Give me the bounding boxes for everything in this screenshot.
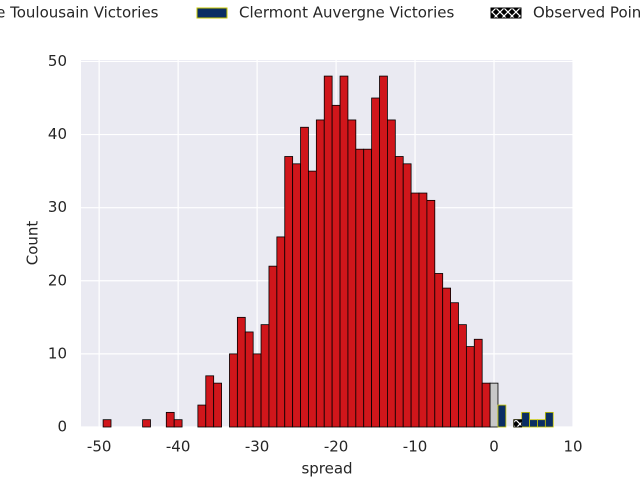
legend-label: Stade Toulousain Victories xyxy=(0,4,159,22)
legend-label: Clermont Auvergne Victories xyxy=(239,4,454,22)
bar xyxy=(308,170,317,428)
legend-swatch xyxy=(490,7,522,19)
bar xyxy=(371,97,380,428)
bar xyxy=(473,338,483,428)
bar xyxy=(426,199,436,428)
x-tick-label: 0 xyxy=(489,438,499,456)
x-axis-label: spread xyxy=(301,460,352,478)
bar xyxy=(410,192,420,428)
y-tick-label: 30 xyxy=(48,198,67,216)
legend-swatch xyxy=(196,7,228,19)
bar xyxy=(363,148,373,428)
bar xyxy=(276,236,286,428)
bar xyxy=(229,353,238,428)
x-tick-label: 10 xyxy=(563,438,582,456)
bar xyxy=(537,419,546,428)
bar xyxy=(418,192,428,428)
bar xyxy=(544,411,554,428)
bar xyxy=(197,404,207,428)
bar xyxy=(339,75,349,428)
bar xyxy=(213,382,222,428)
bar xyxy=(331,104,341,428)
bar xyxy=(458,324,467,428)
bar xyxy=(450,302,459,428)
bar xyxy=(315,119,325,428)
y-tick-label: 40 xyxy=(48,125,67,143)
bar xyxy=(497,404,507,428)
bar xyxy=(442,287,451,428)
bar xyxy=(173,419,183,428)
bar xyxy=(142,419,151,428)
bar xyxy=(102,419,112,428)
y-axis-label: Count xyxy=(24,221,42,266)
y-tick-label: 10 xyxy=(48,344,67,362)
x-tick-label: -50 xyxy=(87,438,112,456)
bar xyxy=(292,163,301,428)
bar xyxy=(379,75,388,428)
bar xyxy=(387,119,396,428)
bar xyxy=(394,156,404,428)
x-tick-label: -10 xyxy=(403,438,428,456)
bar xyxy=(284,156,294,428)
bar xyxy=(481,382,491,428)
bar xyxy=(489,382,499,428)
bar xyxy=(268,265,278,428)
x-tick-label: -40 xyxy=(166,438,191,456)
bar xyxy=(300,126,309,428)
bar xyxy=(529,419,538,428)
bar xyxy=(402,163,412,428)
x-tick-label: -20 xyxy=(324,438,349,456)
bar xyxy=(252,353,262,428)
bar xyxy=(165,411,175,428)
y-tick-label: 50 xyxy=(48,52,67,70)
y-tick-label: 20 xyxy=(48,271,67,289)
bar xyxy=(355,148,365,428)
bar xyxy=(236,316,246,428)
legend-label: Observed Point xyxy=(533,4,640,22)
bar xyxy=(205,375,215,428)
bar xyxy=(434,273,444,428)
bar xyxy=(513,419,523,428)
bar xyxy=(323,75,333,428)
bar xyxy=(244,331,254,428)
bar xyxy=(465,346,475,428)
bar xyxy=(347,119,357,428)
bar xyxy=(260,324,270,428)
bar xyxy=(521,411,530,428)
y-tick-label: 0 xyxy=(57,418,67,436)
x-tick-label: -30 xyxy=(245,438,270,456)
